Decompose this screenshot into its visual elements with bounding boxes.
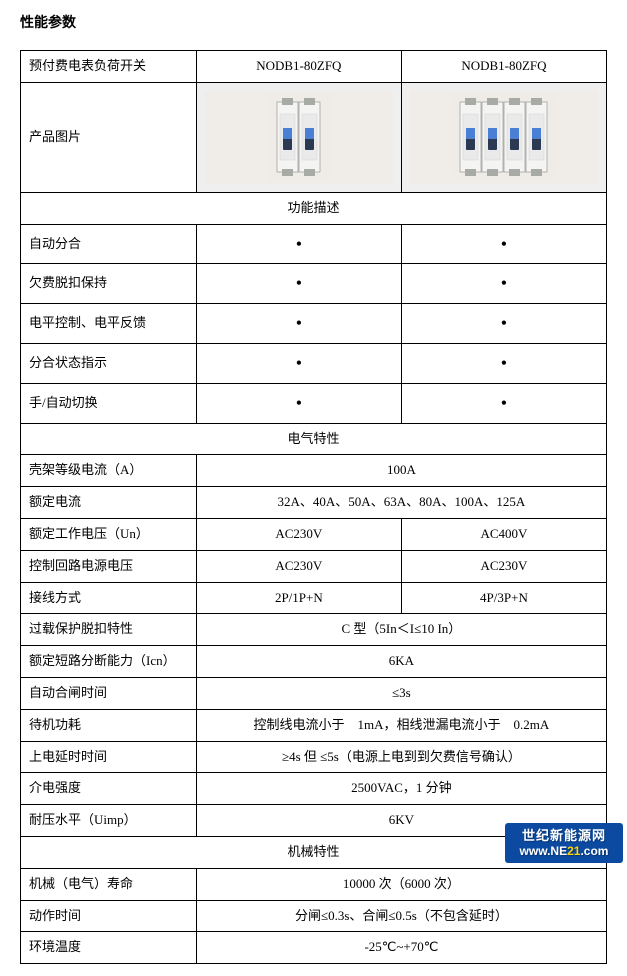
header-model2: NODB1-80ZFQ (401, 51, 606, 83)
elec-val: 100A (196, 455, 606, 487)
func-val2: • (401, 304, 606, 344)
elec-label: 待机功耗 (21, 709, 197, 741)
mech-label: 机械（电气）寿命 (21, 868, 197, 900)
func-label: 分合状态指示 (21, 343, 197, 383)
elec-val1: AC230V (196, 518, 401, 550)
elec-val: 32A、40A、50A、63A、80A、100A、125A (196, 487, 606, 519)
header-label: 预付费电表负荷开关 (21, 51, 197, 83)
func-label: 手/自动切换 (21, 383, 197, 423)
section-functional: 功能描述 (21, 192, 607, 224)
page-title: 性能参数 (20, 12, 607, 32)
elec-val1: AC230V (196, 550, 401, 582)
func-label: 欠费脱扣保持 (21, 264, 197, 304)
func-val1: • (196, 343, 401, 383)
elec-label: 接线方式 (21, 582, 197, 614)
section-electrical: 电气特性 (21, 423, 607, 455)
elec-label: 耐压水平（Uimp） (21, 805, 197, 837)
elec-label: 过载保护脱扣特性 (21, 614, 197, 646)
elec-val: C 型（5In＜I≤10 In） (196, 614, 606, 646)
elec-val1: 2P/1P+N (196, 582, 401, 614)
func-val2: • (401, 343, 606, 383)
elec-label: 壳架等级电流（A） (21, 455, 197, 487)
func-val1: • (196, 264, 401, 304)
func-val1: • (196, 383, 401, 423)
elec-label: 自动合闸时间 (21, 677, 197, 709)
watermark-line1: 世纪新能源网 (522, 828, 606, 844)
elec-label: 介电强度 (21, 773, 197, 805)
func-val1: • (196, 224, 401, 264)
elec-val: ≥4s 但 ≤5s（电源上电到到欠费信号确认） (196, 741, 606, 773)
mech-label: 环境温度 (21, 932, 197, 964)
header-model1: NODB1-80ZFQ (196, 51, 401, 83)
func-val2: • (401, 264, 606, 304)
elec-val2: 4P/3P+N (401, 582, 606, 614)
elec-label: 额定短路分断能力（Icn） (21, 646, 197, 678)
func-label: 自动分合 (21, 224, 197, 264)
elec-val: 控制线电流小于 1mA，相线泄漏电流小于 0.2mA (196, 709, 606, 741)
elec-label: 额定工作电压（Un） (21, 518, 197, 550)
elec-val: 6KA (196, 646, 606, 678)
elec-val2: AC230V (401, 550, 606, 582)
func-label: 电平控制、电平反馈 (21, 304, 197, 344)
mech-val: 分闸≤0.3s、合闸≤0.5s（不包含延时） (196, 900, 606, 932)
elec-label: 额定电流 (21, 487, 197, 519)
mech-val: -25℃~+70℃ (196, 932, 606, 964)
watermark-logo: 世纪新能源网 www.NE21.com (505, 823, 623, 863)
elec-label: 控制回路电源电压 (21, 550, 197, 582)
mech-label: 动作时间 (21, 900, 197, 932)
image-row-label: 产品图片 (21, 82, 197, 192)
product-image-2 (401, 82, 606, 192)
product-image-1 (196, 82, 401, 192)
func-val2: • (401, 383, 606, 423)
elec-val2: AC400V (401, 518, 606, 550)
func-val2: • (401, 224, 606, 264)
mech-val: 10000 次（6000 次） (196, 868, 606, 900)
watermark-line2: www.NE21.com (520, 844, 609, 858)
elec-val: 2500VAC，1 分钟 (196, 773, 606, 805)
elec-label: 上电延时时间 (21, 741, 197, 773)
elec-val: ≤3s (196, 677, 606, 709)
func-val1: • (196, 304, 401, 344)
